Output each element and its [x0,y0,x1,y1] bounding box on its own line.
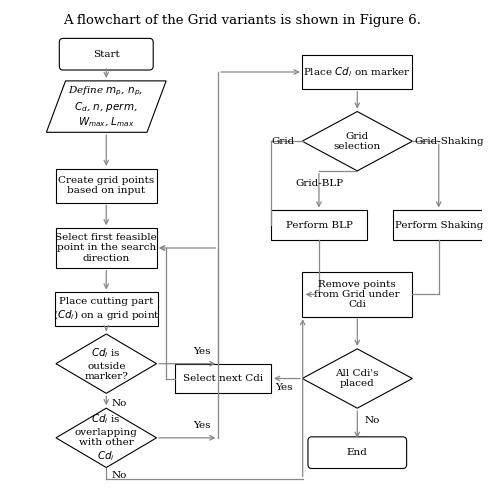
Text: End: End [347,448,368,457]
Text: Grid-BLP: Grid-BLP [295,179,343,188]
Text: Define $m_p$, $n_p$,
$C_d$, $n$, $perm$,
$W_{max}$, $L_{max}$: Define $m_p$, $n_p$, $C_d$, $n$, $perm$,… [68,84,144,129]
Text: Place cutting part
($Cd_i$) on a grid point: Place cutting part ($Cd_i$) on a grid po… [52,297,160,322]
Text: Perform Shaking: Perform Shaking [394,221,483,230]
Bar [175,364,271,394]
Bar [393,210,484,240]
Text: Yes: Yes [193,421,210,430]
Text: Grid-Shaking: Grid-Shaking [415,137,484,146]
FancyBboxPatch shape [60,39,153,70]
Text: Yes: Yes [193,347,210,356]
Bar [302,272,412,317]
Polygon shape [46,81,166,132]
Text: No: No [365,415,380,425]
Polygon shape [56,408,156,467]
Text: Create grid points
based on input: Create grid points based on input [58,176,154,196]
Text: No: No [112,399,128,408]
Text: A flowchart of the Grid variants is shown in Figure 6.: A flowchart of the Grid variants is show… [64,14,422,27]
Text: Select next Cdi: Select next Cdi [183,374,263,383]
Polygon shape [302,349,412,408]
Text: Yes: Yes [276,384,293,393]
Text: Start: Start [93,50,120,59]
Text: Select first feasible
point in the search
direction: Select first feasible point in the searc… [56,233,157,263]
Text: Remove points
from Grid under
Cdi: Remove points from Grid under Cdi [314,280,400,309]
Text: $Cd_i$ is
outside
marker?: $Cd_i$ is outside marker? [84,346,128,381]
FancyBboxPatch shape [308,437,406,468]
Bar [56,228,156,268]
Text: Grid: Grid [272,137,295,146]
Text: Grid
selection: Grid selection [334,132,381,151]
Bar [271,210,367,240]
Polygon shape [56,334,156,394]
Polygon shape [302,111,412,171]
Text: All Cdi's
placed: All Cdi's placed [336,369,379,388]
Bar [54,293,158,326]
Text: Place $Cd_i$ on marker: Place $Cd_i$ on marker [304,65,411,79]
Text: Perform BLP: Perform BLP [286,221,352,230]
Bar [56,169,156,202]
Text: No: No [112,471,128,480]
Text: $Cd_i$ is
overlapping
with other
$Cd_i$: $Cd_i$ is overlapping with other $Cd_i$ [75,413,138,463]
Bar [302,55,412,89]
